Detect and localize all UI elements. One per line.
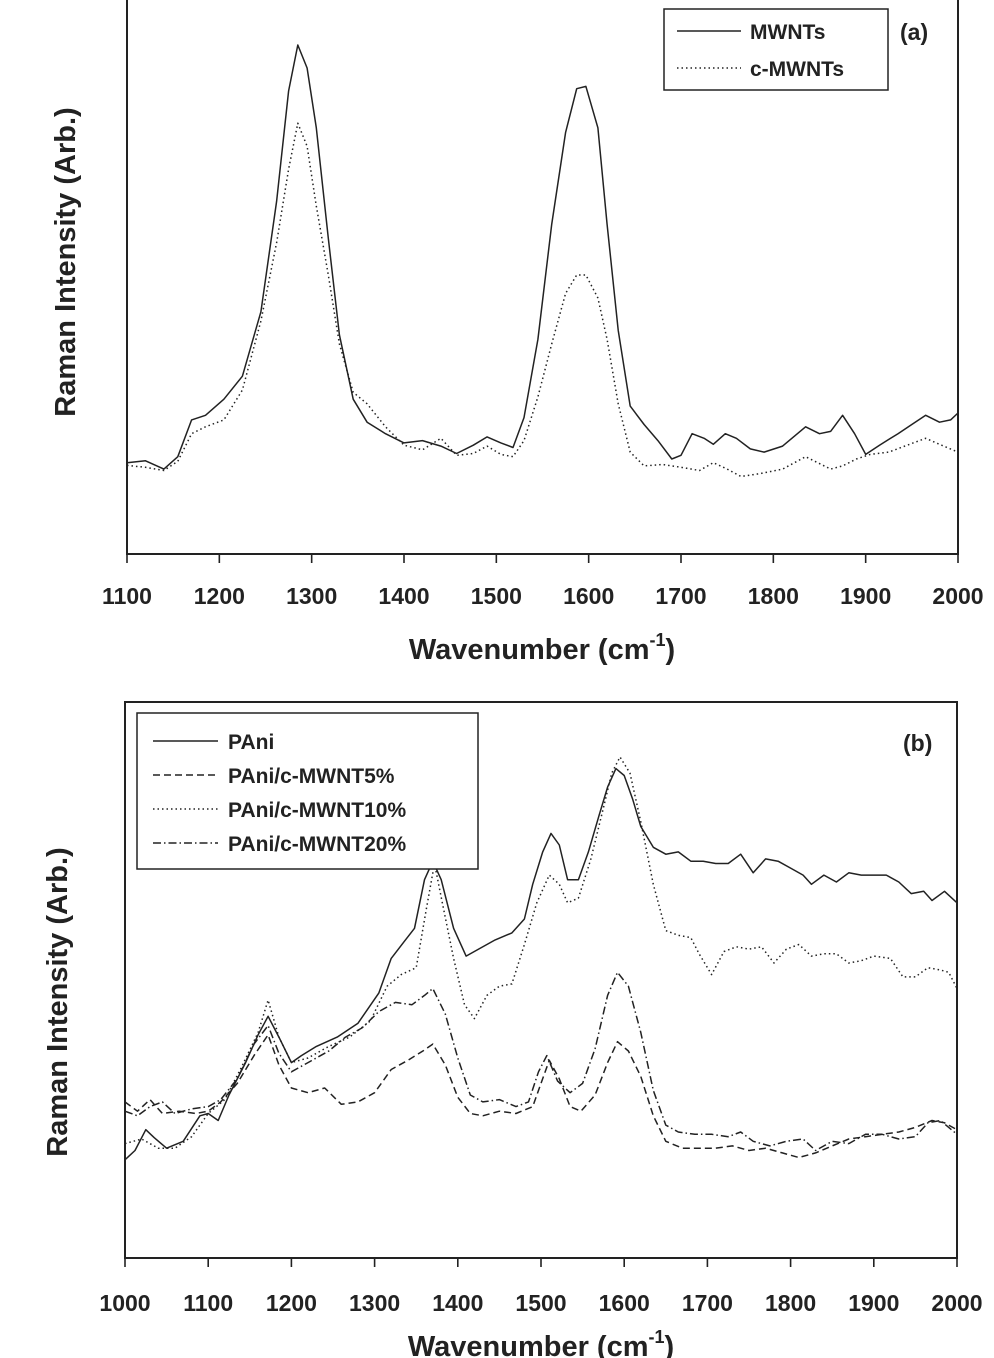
x-tick-label-a-1700: 1700: [655, 583, 706, 609]
legend-label-pani-10: PAni/c-MWNT10%: [228, 799, 406, 822]
x-tick-label-a-1200: 1200: [194, 583, 245, 609]
x-tick-label-a-1800: 1800: [748, 583, 799, 609]
x-tick-label-b-1800: 1800: [765, 1290, 816, 1316]
x-tick-label-b-2000: 2000: [931, 1290, 982, 1316]
legend-b: PAni PAni/c-MWNT5% PAni/c-MWNT10% PAni/c…: [136, 712, 479, 870]
x-axis-title-b-sup: -1: [648, 1327, 664, 1347]
x-axis-title-a-tail: ): [666, 634, 676, 666]
legend-label-pani: PAni: [228, 731, 274, 754]
panel-label-b: (b): [903, 730, 932, 756]
legend-label-pani-20: PAni/c-MWNT20%: [228, 833, 406, 856]
x-tick-label-a-1900: 1900: [840, 583, 891, 609]
x-tick-label-a-2000: 2000: [932, 583, 983, 609]
x-tick-label-a-1400: 1400: [378, 583, 429, 609]
series-group-b: [124, 756, 958, 1161]
x-tick-label-b-1300: 1300: [349, 1290, 400, 1316]
legend-label-pani-5: PAni/c-MWNT5%: [228, 765, 395, 788]
x-tick-label-b-1200: 1200: [266, 1290, 317, 1316]
panel-a: 1100 1200 1300 1400 1500 1600 1700 1800 1900 2000…: [50, 0, 984, 666]
panel-b: 1000 1100 1200 1300 1400 1500 1600 1700 1800 1900…: [42, 701, 983, 1358]
x-axis-title-a: Wavenumber (cm-1): [409, 630, 675, 666]
x-axis-ticks-a: 1100 1200 1300 1400 1500 1600 1700 1800 1900 2000: [102, 554, 984, 609]
legend-label-mwnts: MWNTs: [750, 21, 825, 44]
series-group-a: [126, 44, 959, 478]
x-axis-title-a-main: Wavenumber (cm: [409, 634, 650, 666]
series-line-b-4: [124, 971, 958, 1152]
x-axis-ticks-b: 1000 1100 1200 1300 1400 1500 1600 1700 1800 1900…: [99, 1258, 983, 1316]
plot-frame-a: [126, 0, 959, 555]
x-axis-title-a-sup: -1: [649, 630, 665, 650]
series-line-a-1: [126, 44, 959, 470]
x-tick-label-b-1000: 1000: [99, 1290, 150, 1316]
x-tick-label-a-1500: 1500: [471, 583, 522, 609]
x-tick-label-b-1600: 1600: [599, 1290, 650, 1316]
panel-label-a: (a): [900, 19, 928, 45]
x-axis-title-b: Wavenumber (cm-1): [408, 1327, 674, 1358]
series-line-b-2: [124, 1034, 958, 1159]
legend-a: MWNTs c-MWNTs: [663, 8, 889, 91]
y-axis-title-b: Raman Intensity (Arb.): [42, 847, 74, 1156]
x-tick-label-b-1100: 1100: [183, 1290, 233, 1316]
x-tick-label-b-1500: 1500: [515, 1290, 566, 1316]
x-tick-label-b-1400: 1400: [432, 1290, 483, 1316]
x-tick-label-b-1900: 1900: [848, 1290, 899, 1316]
x-axis-title-b-main: Wavenumber (cm: [408, 1331, 649, 1358]
legend-box-a: [663, 8, 889, 91]
legend-box-b: [136, 712, 479, 870]
x-tick-label-a-1100: 1100: [102, 583, 152, 609]
x-axis-title-b-tail: ): [665, 1331, 675, 1358]
x-tick-label-a-1600: 1600: [563, 583, 614, 609]
x-tick-label-a-1300: 1300: [286, 583, 337, 609]
x-tick-label-b-1700: 1700: [682, 1290, 733, 1316]
legend-label-c-mwnts: c-MWNTs: [750, 58, 844, 81]
series-line-b-1: [124, 767, 958, 1161]
y-axis-title-a: Raman Intensity (Arb.): [50, 107, 82, 416]
